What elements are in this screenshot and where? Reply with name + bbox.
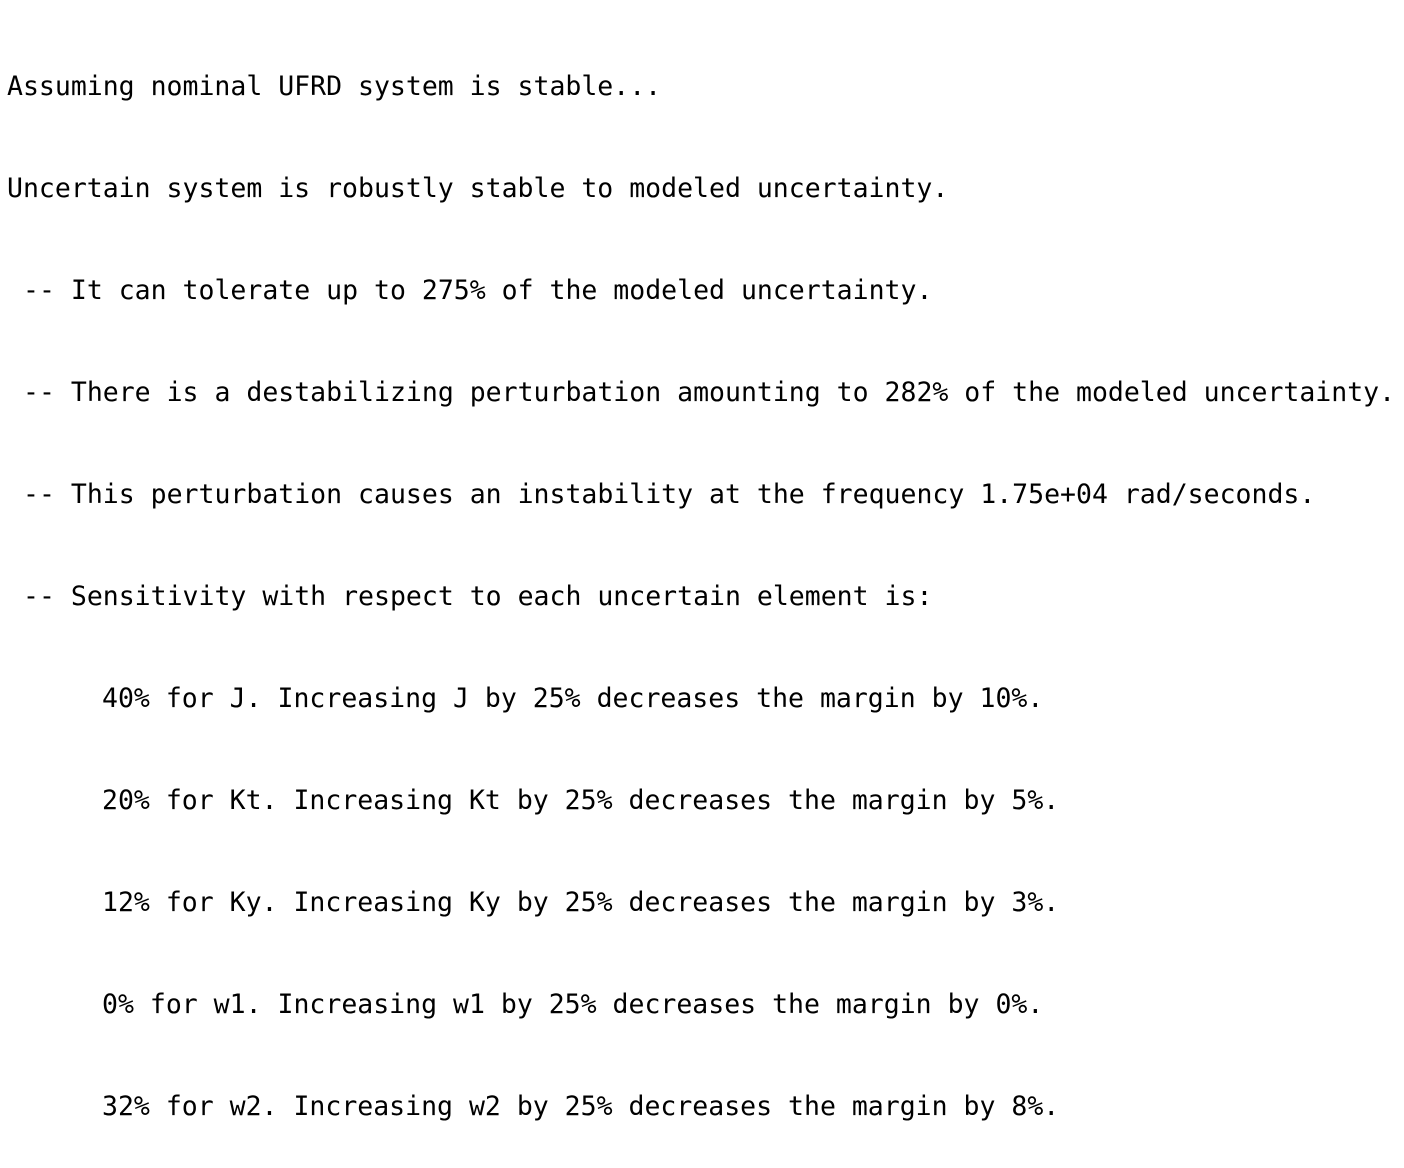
output-line-sensitivity-heading: -- Sensitivity with respect to each unce… [23,581,933,612]
output-line-instability-frequency: -- This perturbation causes an instabili… [23,479,1316,510]
output-line-nominal-check: Assuming nominal UFRD system is stable..… [7,71,662,102]
output-line-destabilizing-perturbation: -- There is a destabilizing perturbation… [23,377,1396,408]
sensitivity-line-j: 40% for J. Increasing J by 25% decreases… [102,683,1044,714]
sensitivity-line-ky: 12% for Ky. Increasing Ky by 25% decreas… [102,887,1060,918]
sensitivity-line-w1: 0% for w1. Increasing w1 by 25% decrease… [102,989,1044,1020]
output-line-tolerance: -- It can tolerate up to 275% of the mod… [23,275,933,306]
command-window-output: Assuming nominal UFRD system is stable..… [7,2,1395,1168]
sensitivity-line-kt: 20% for Kt. Increasing Kt by 25% decreas… [102,785,1060,816]
output-line-robust-stability: Uncertain system is robustly stable to m… [7,173,949,204]
sensitivity-line-w2: 32% for w2. Increasing w2 by 25% decreas… [102,1091,1060,1122]
